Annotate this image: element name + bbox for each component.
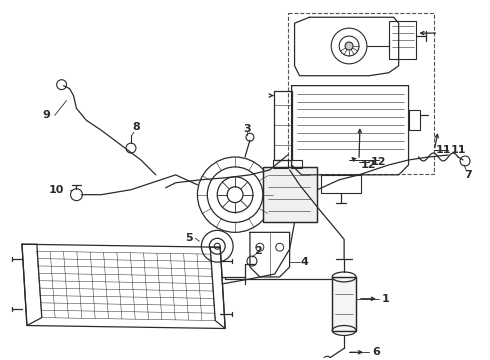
Text: 12: 12 <box>361 160 377 170</box>
Text: 6: 6 <box>372 347 380 357</box>
Bar <box>409 111 420 130</box>
Bar <box>291 160 302 168</box>
Text: 3: 3 <box>243 124 251 134</box>
Bar <box>263 167 318 222</box>
Text: 5: 5 <box>186 233 193 243</box>
Text: 10: 10 <box>48 185 64 195</box>
Text: 1: 1 <box>382 294 390 304</box>
Text: 7: 7 <box>464 170 472 180</box>
Bar <box>321 175 361 193</box>
Text: 11: 11 <box>436 145 451 155</box>
Bar <box>288 13 434 174</box>
Text: 4: 4 <box>300 257 308 267</box>
Text: 8: 8 <box>132 122 140 132</box>
Text: 12: 12 <box>371 157 387 167</box>
Bar <box>332 277 356 332</box>
Circle shape <box>345 42 353 50</box>
Bar <box>389 21 416 59</box>
Text: 9: 9 <box>43 111 50 120</box>
Text: 2: 2 <box>254 246 262 256</box>
Bar <box>263 167 318 222</box>
Bar <box>332 277 356 332</box>
Bar <box>273 160 288 168</box>
Text: 11: 11 <box>450 145 466 155</box>
